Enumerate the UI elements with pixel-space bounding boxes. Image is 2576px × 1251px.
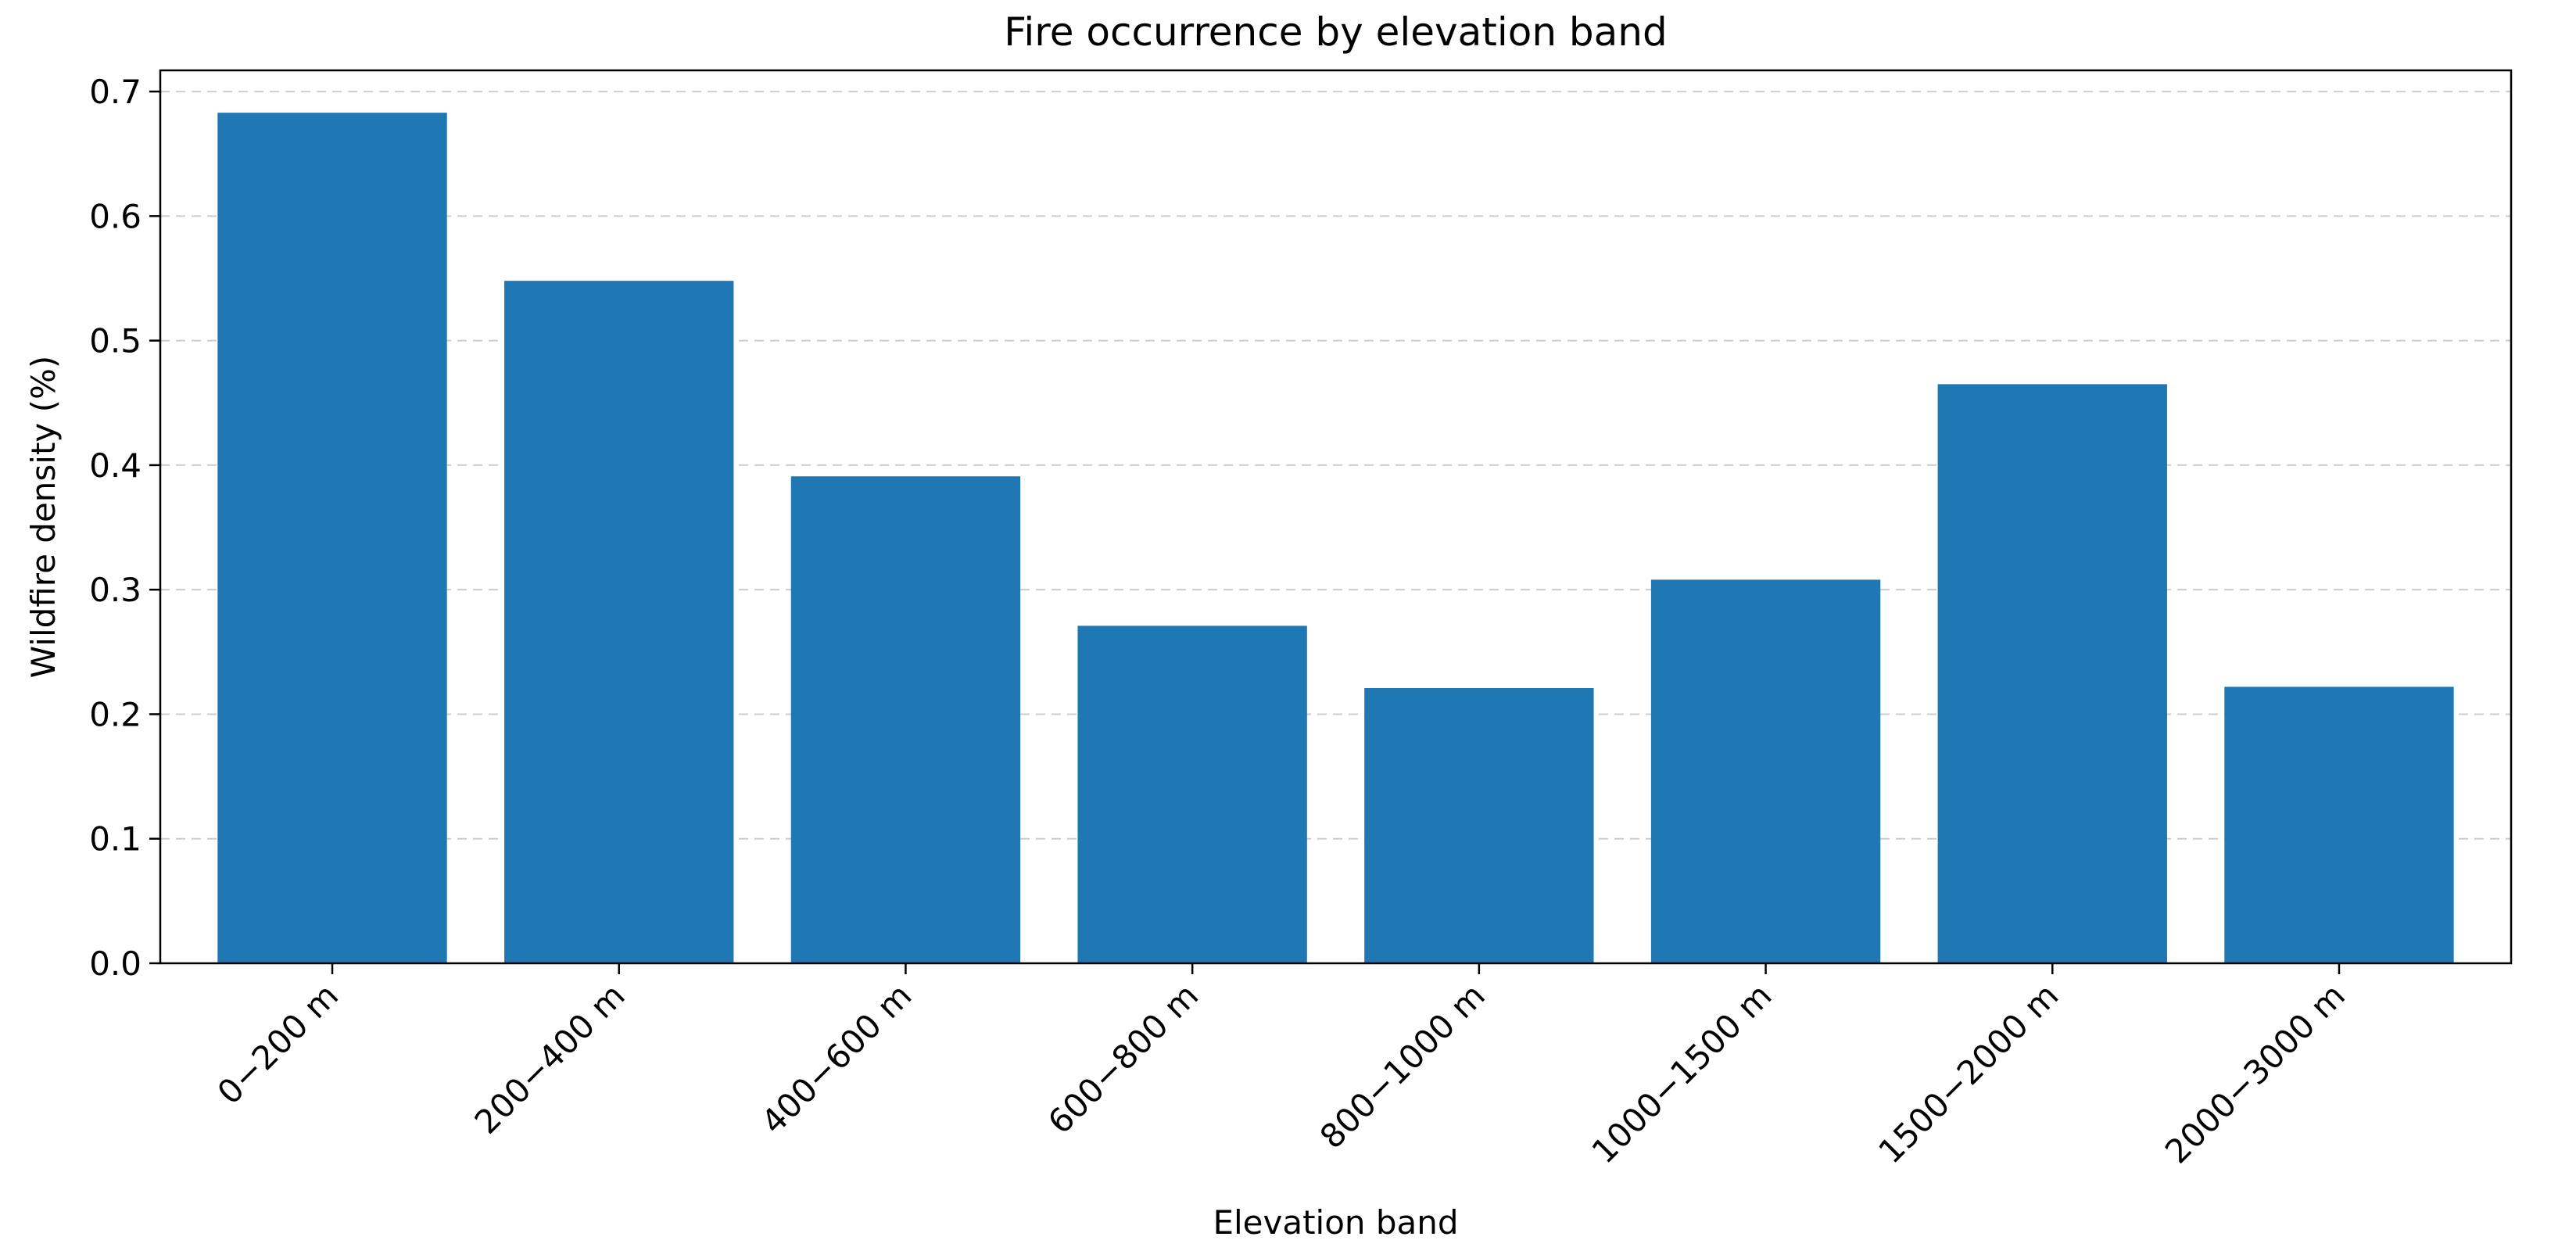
plot-area-frame	[159, 69, 2513, 965]
x-tick-label: 800−1000 m	[1313, 976, 1492, 1156]
y-tick-label: 0.0	[89, 945, 142, 983]
x-axis-label: Elevation band	[1213, 1203, 1458, 1242]
bar	[1937, 384, 2167, 963]
x-tick-label: 400−600 m	[754, 976, 919, 1141]
y-tick-label: 0.5	[89, 322, 142, 360]
x-tick-label: 2000−3000 m	[2158, 976, 2352, 1170]
x-tick-label: 600−800 m	[1041, 976, 1206, 1141]
x-tick-label: 1000−1500 m	[1585, 976, 1779, 1170]
y-tick-label: 0.1	[89, 820, 142, 858]
y-tick-label: 0.3	[89, 571, 142, 609]
bar	[2224, 686, 2454, 963]
y-tick-label: 0.7	[89, 73, 142, 111]
x-tick-label: 0−200 m	[210, 976, 346, 1111]
chart-title: Fire occurrence by elevation band	[1004, 9, 1667, 55]
bar	[504, 281, 734, 964]
y-axis-label: Wildfire density (%)	[24, 356, 63, 679]
bar	[1650, 579, 1881, 963]
bar	[1077, 626, 1307, 963]
y-tick-label: 0.6	[89, 197, 142, 235]
bar	[1364, 688, 1594, 963]
y-tick-label: 0.2	[89, 695, 142, 733]
x-axis: 0−200 m 200−400 m 400−600 m 600−800 m 800−10…	[210, 963, 2352, 1170]
bar	[217, 113, 447, 963]
x-tick-label: 1500−2000 m	[1871, 976, 2065, 1170]
bar	[790, 476, 1021, 963]
y-tick-label: 0.4	[89, 446, 142, 485]
x-tick-label: 200−400 m	[468, 976, 632, 1141]
bars	[217, 113, 2454, 964]
y-axis: 0.0 0.1 0.2 0.3 0.4 0.5 0.6 0.7	[89, 73, 160, 983]
